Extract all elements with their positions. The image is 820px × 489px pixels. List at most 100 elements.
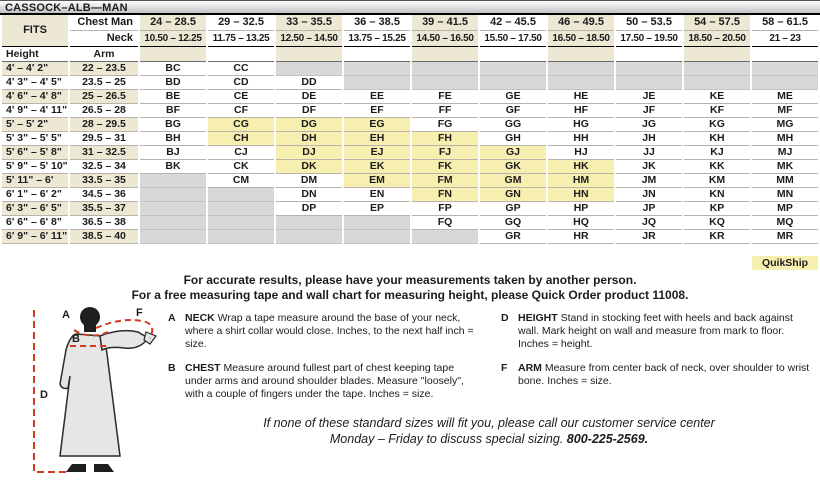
figure-label-a: A bbox=[62, 309, 70, 321]
size-cell: MP bbox=[752, 202, 818, 216]
column-tint-cell bbox=[344, 47, 410, 62]
size-cell: DF bbox=[276, 104, 342, 118]
neck-range-header: 16.50 – 18.50 bbox=[548, 31, 614, 47]
height-arm-header-row: Height Arm bbox=[2, 47, 818, 62]
size-cell: KN bbox=[684, 188, 750, 202]
chest-header-row: FITS Chest Man 24 – 28.5 29 – 32.5 33 – 35… bbox=[2, 15, 818, 47]
arm-range-cell: 31 – 32.5 bbox=[70, 146, 138, 160]
arm-range-cell: 23.5 – 25 bbox=[70, 76, 138, 90]
chest-range-header: 29 – 32.5 bbox=[208, 15, 274, 31]
size-cell: HF bbox=[548, 104, 614, 118]
column-tint-cell bbox=[276, 47, 342, 62]
arm-label: Arm bbox=[70, 47, 138, 62]
size-cell: JG bbox=[616, 118, 682, 132]
neck-range-header: 18.50 – 20.50 bbox=[684, 31, 750, 47]
size-cell-quikship: DJ bbox=[276, 146, 342, 160]
head bbox=[80, 307, 100, 327]
size-cell-unavailable bbox=[548, 62, 614, 76]
size-cell: HR bbox=[548, 230, 614, 244]
chest-range-header: 58 – 61.5 bbox=[752, 15, 818, 31]
footer-line-2-text: Monday – Friday to discuss special sizin… bbox=[329, 432, 567, 446]
size-cell-quikship: FJ bbox=[412, 146, 478, 160]
size-cell: KG bbox=[684, 118, 750, 132]
size-cell-quikship: FH bbox=[412, 132, 478, 146]
height-range-cell: 6' 6" – 6' 8" bbox=[2, 216, 68, 230]
table-row: 5' – 5' 2" 28 – 29.5 BG CG DG EG FG GG HG JG KG MG bbox=[2, 118, 818, 132]
arm-range-cell: 29.5 – 31 bbox=[70, 132, 138, 146]
size-cell: BF bbox=[140, 104, 206, 118]
size-cell: KJ bbox=[684, 146, 750, 160]
size-cell: JM bbox=[616, 174, 682, 188]
instruction-text: NECK Wrap a tape measure around the base… bbox=[185, 312, 474, 350]
instruction-text: ARM Measure from center back of neck, ov… bbox=[518, 362, 810, 387]
neck-range-header: 11.75 – 13.25 bbox=[208, 31, 274, 47]
chest-range-header: 46 – 49.5 bbox=[548, 15, 614, 31]
height-range-cell: 5' 9" – 5' 10" bbox=[2, 160, 68, 174]
figure-label-d: D bbox=[40, 389, 48, 401]
chest-man-label: Chest Man bbox=[70, 15, 138, 31]
size-cell-quikship: HM bbox=[548, 174, 614, 188]
height-range-cell: 6' 9" – 6' 11" bbox=[2, 230, 68, 244]
size-cell: MQ bbox=[752, 216, 818, 230]
chest-range-header: 42 – 45.5 bbox=[480, 15, 546, 31]
instruction-key: F bbox=[501, 362, 508, 374]
size-cell: FG bbox=[412, 118, 478, 132]
size-cell: GP bbox=[480, 202, 546, 216]
size-cell: KQ bbox=[684, 216, 750, 230]
arm-range-cell: 22 – 23.5 bbox=[70, 62, 138, 76]
size-cell: FP bbox=[412, 202, 478, 216]
size-cell-quikship: FN bbox=[412, 188, 478, 202]
size-cell-quikship: EK bbox=[344, 160, 410, 174]
instruction-term: ARM bbox=[518, 362, 545, 374]
size-cell: CM bbox=[208, 174, 274, 188]
size-cell: GF bbox=[480, 104, 546, 118]
robe-arm bbox=[99, 329, 150, 352]
size-cell: MN bbox=[752, 188, 818, 202]
size-cell-unavailable bbox=[140, 188, 206, 202]
size-cell-quikship: GM bbox=[480, 174, 546, 188]
size-cell: BG bbox=[140, 118, 206, 132]
height-range-cell: 4' 3" – 4' 5" bbox=[2, 76, 68, 90]
size-cell-quikship: EM bbox=[344, 174, 410, 188]
size-cell: BJ bbox=[140, 146, 206, 160]
size-cell: JE bbox=[616, 90, 682, 104]
size-cell: DN bbox=[276, 188, 342, 202]
size-cell-unavailable bbox=[344, 62, 410, 76]
size-cell-quikship: HK bbox=[548, 160, 614, 174]
table-row: 5' 11" – 6' 33.5 – 35 CM DM EM FM GM HM JM KM MM bbox=[2, 174, 818, 188]
size-cell: HH bbox=[548, 132, 614, 146]
size-cell: DD bbox=[276, 76, 342, 90]
instruction-item: F ARM Measure from center back of neck, o… bbox=[501, 362, 810, 388]
size-cell: MG bbox=[752, 118, 818, 132]
cassock-figure-svg: A B D F bbox=[33, 307, 157, 473]
height-range-cell: 6' 1" – 6' 2" bbox=[2, 188, 68, 202]
size-cell-unavailable bbox=[752, 62, 818, 76]
column-tint-cell bbox=[412, 47, 478, 62]
column-tint-cell bbox=[548, 47, 614, 62]
size-cell: EF bbox=[344, 104, 410, 118]
size-cell-unavailable bbox=[480, 76, 546, 90]
size-cell: KK bbox=[684, 160, 750, 174]
height-range-cell: 6' 3" – 6' 5" bbox=[2, 202, 68, 216]
size-cell: BE bbox=[140, 90, 206, 104]
column-tint-cell bbox=[684, 47, 750, 62]
neck-range-header: 10.50 – 12.25 bbox=[140, 31, 206, 47]
height-range-cell: 4' – 4' 2" bbox=[2, 62, 68, 76]
footer-line-2: Monday – Friday to discuss special sizin… bbox=[168, 431, 810, 447]
instruction-term: NECK bbox=[185, 312, 218, 324]
sizing-table: FITS Chest Man 24 – 28.5 29 – 32.5 33 – 35… bbox=[0, 15, 820, 244]
size-cell-unavailable bbox=[140, 230, 206, 244]
table-row: 6' 3" – 6' 5" 35.5 – 37 DP EP FP GP HP JP KP MP bbox=[2, 202, 818, 216]
special-sizing-footer: If none of these standard sizes will fit… bbox=[168, 415, 810, 447]
size-cell: EP bbox=[344, 202, 410, 216]
size-cell: BH bbox=[140, 132, 206, 146]
arm-range-cell: 38.5 – 40 bbox=[70, 230, 138, 244]
size-cell: JQ bbox=[616, 216, 682, 230]
chest-range-header: 24 – 28.5 bbox=[140, 15, 206, 31]
size-cell: MR bbox=[752, 230, 818, 244]
size-cell: KF bbox=[684, 104, 750, 118]
size-cell: ME bbox=[752, 90, 818, 104]
arm-range-cell: 33.5 – 35 bbox=[70, 174, 138, 188]
size-cell-quikship: EG bbox=[344, 118, 410, 132]
arm-range-cell: 36.5 – 38 bbox=[70, 216, 138, 230]
